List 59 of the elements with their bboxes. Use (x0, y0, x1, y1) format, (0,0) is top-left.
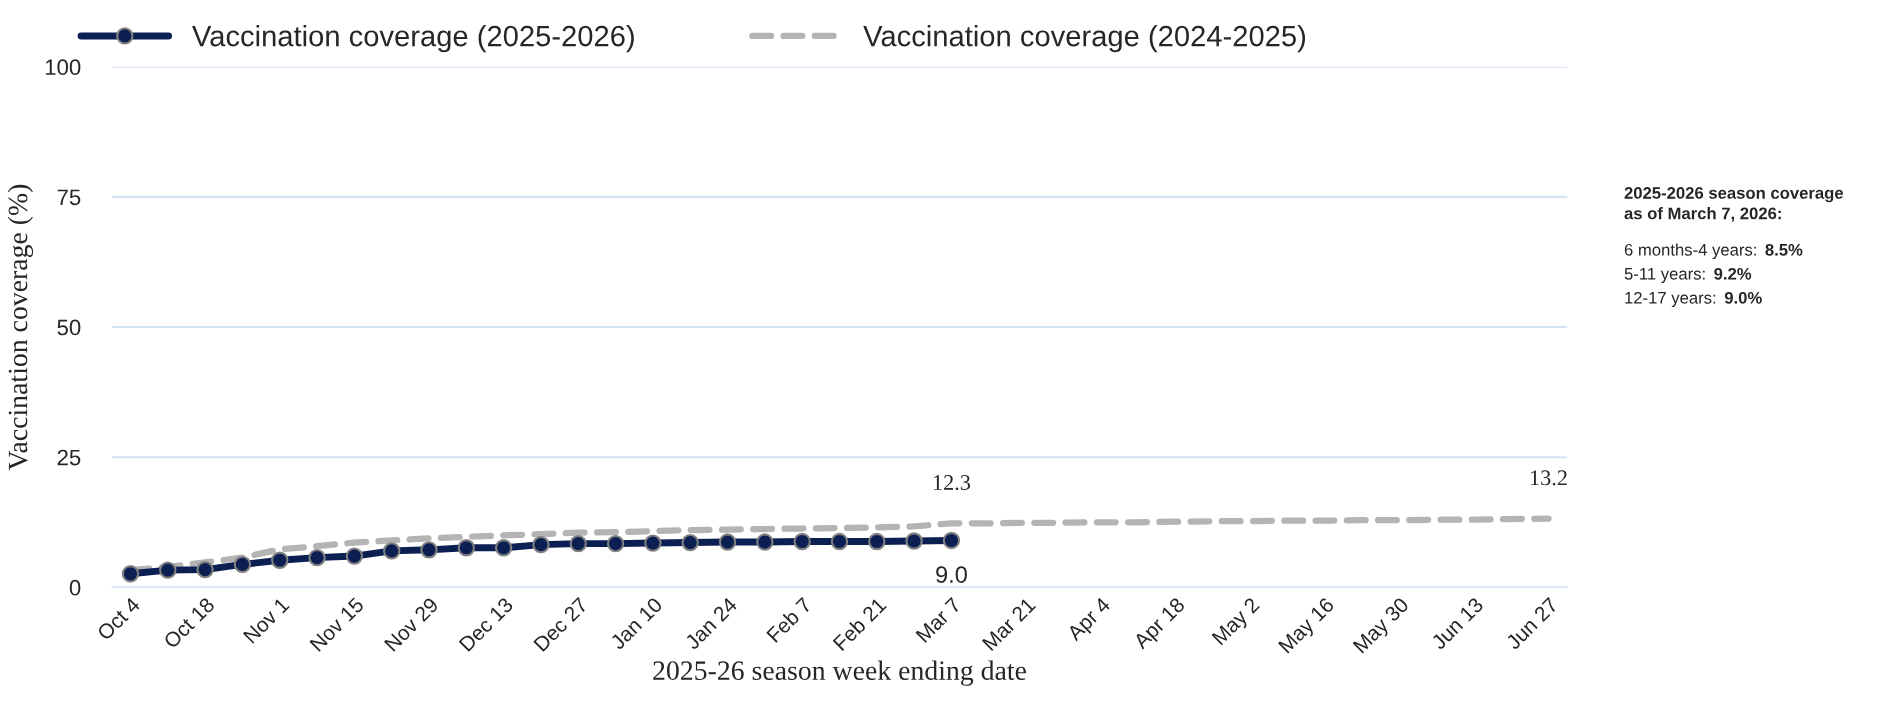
data-label: 12.3 (933, 475, 971, 491)
x-tick-label: Jun 13 (1430, 596, 1485, 651)
point (681, 533, 699, 552)
x-tick-label: Apr 18 (1132, 596, 1189, 653)
text: 2025-2026 season coverage as of March 7, 2026: (1624, 187, 1844, 222)
point (345, 547, 364, 565)
x-tick-label: May 2 (1211, 596, 1263, 649)
legend-label: Vaccination coverage (2024-2025) (863, 25, 1306, 53)
x-tick-label: Jan 10 (609, 596, 664, 651)
point (905, 532, 923, 550)
point (233, 555, 252, 574)
text: 6 months-4 years: 8.5% (1624, 243, 1803, 260)
x-tick-label: Apr 4 (1066, 596, 1115, 645)
x-tick-label: May 30 (1352, 596, 1413, 657)
point (494, 539, 513, 557)
y-tick-label: 50 (57, 319, 81, 336)
point (942, 531, 961, 550)
point (532, 535, 550, 554)
legend-label: Vaccination coverage (2025-2026) (192, 25, 634, 53)
x-tick-label: Dec 27 (533, 596, 589, 652)
x-tick-label: Mar 21 (981, 596, 1037, 652)
y-tick-label: 0 (69, 579, 81, 596)
point (868, 532, 886, 551)
point (756, 533, 774, 551)
text: 5-11 years: 9.2% (1624, 267, 1752, 284)
x-tick-label: Nov 1 (243, 596, 290, 644)
point (830, 532, 849, 551)
x-tick-label: Nov 15 (309, 596, 365, 652)
point (793, 532, 811, 551)
point (308, 548, 326, 567)
y-axis-title: Vaccination coverage (%) (7, 184, 34, 471)
x-tick-label: Oct 4 (96, 596, 141, 641)
x-tick-label: Mar 7 (915, 596, 962, 643)
point (606, 534, 625, 553)
point (121, 565, 140, 583)
point (383, 542, 401, 560)
x-axis-title: 2025-26 season week ending date (653, 660, 1026, 686)
x-tick-label: Jun 27 (1504, 596, 1559, 651)
y-tick-label: 75 (57, 189, 81, 206)
point (457, 539, 475, 557)
x-tick-label: Jan 24 (683, 596, 738, 651)
y-tick-label: 25 (57, 449, 81, 466)
data-label: 13.2 (1531, 470, 1567, 486)
point (196, 560, 214, 579)
point (569, 534, 587, 553)
x-tick-label: Feb 21 (832, 596, 887, 652)
x-tick-label: Oct 18 (162, 596, 216, 650)
point (420, 541, 438, 559)
y-tick-label: 100 (45, 59, 81, 76)
point (271, 551, 289, 569)
point (718, 533, 737, 551)
point (159, 561, 177, 579)
x-tick-label: Dec 13 (458, 596, 514, 652)
data-label: 9.0 (936, 566, 967, 583)
text: 12-17 years: 9.0% (1625, 291, 1762, 308)
x-tick-label: May 16 (1277, 596, 1338, 657)
x-tick-label: Nov 29 (383, 596, 440, 652)
x-tick-label: Feb 7 (765, 596, 813, 643)
point (644, 534, 662, 552)
